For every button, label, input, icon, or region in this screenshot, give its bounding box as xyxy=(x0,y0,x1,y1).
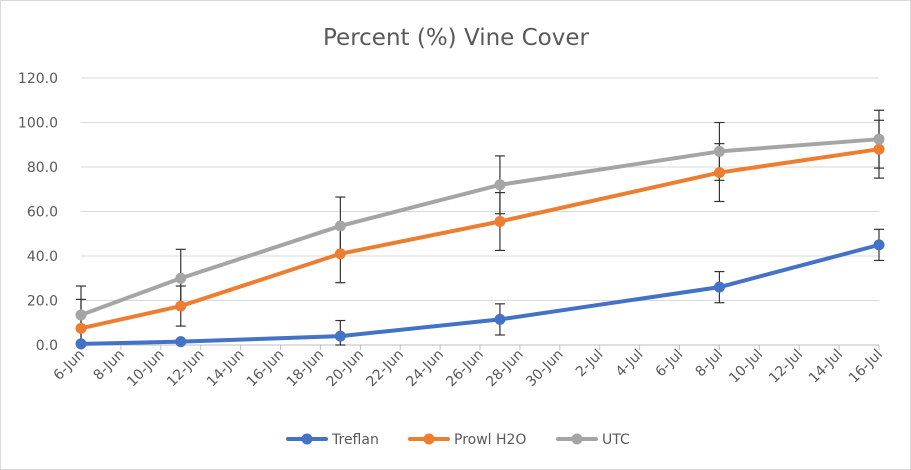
x-tick-label: 12-Jul xyxy=(766,347,806,387)
x-tick-label: 14-Jun xyxy=(204,347,248,391)
x-tick-label: 22-Jun xyxy=(364,347,408,391)
data-point-prowl-h2o xyxy=(713,167,725,179)
series-line-prowl-h2o xyxy=(79,147,881,331)
y-tick-label: 80.0 xyxy=(27,160,58,176)
x-tick-label: 2-Jul xyxy=(573,347,607,381)
y-tick-label: 40.0 xyxy=(27,249,58,265)
data-point-treflan xyxy=(334,330,346,342)
data-point-prowl-h2o xyxy=(334,248,346,260)
legend-label-utc: UTC xyxy=(602,432,630,448)
data-point-utc xyxy=(494,179,506,191)
legend-marker-treflan xyxy=(301,433,313,445)
data-point-utc xyxy=(713,145,725,157)
chart-title: Percent (%) Vine Cover xyxy=(323,25,590,51)
data-point-prowl-h2o xyxy=(175,300,187,312)
data-point-utc xyxy=(75,309,87,321)
legend-label-treflan: Treflan xyxy=(331,432,379,448)
data-point-treflan xyxy=(873,239,885,251)
data-point-prowl-h2o xyxy=(873,143,885,155)
y-tick-label: 60.0 xyxy=(27,205,58,221)
x-tick-label: 6-Jul xyxy=(653,347,687,381)
x-tick-label: 10-Jul xyxy=(726,347,766,387)
data-point-treflan xyxy=(494,313,506,325)
x-tick-label: 24-Jun xyxy=(403,347,447,391)
x-tick-label: 4-Jul xyxy=(613,347,647,381)
legend-marker-utc xyxy=(571,433,583,445)
data-point-prowl-h2o xyxy=(75,322,87,334)
data-point-prowl-h2o xyxy=(494,216,506,228)
y-tick-label: 120.0 xyxy=(18,71,58,87)
data-point-utc xyxy=(334,220,346,232)
x-tick-label: 12-Jun xyxy=(164,347,208,391)
data-point-treflan xyxy=(175,336,187,348)
series-lines xyxy=(75,133,885,350)
x-tick-label: 10-Jun xyxy=(124,347,168,391)
x-tick-label: 20-Jun xyxy=(324,347,368,391)
legend-marker-prowl-h2o xyxy=(423,433,435,445)
series-line-treflan xyxy=(79,242,881,346)
gridlines xyxy=(81,77,879,301)
x-tick-label: 14-Jul xyxy=(806,347,846,387)
y-tick-label: 100.0 xyxy=(18,116,58,132)
x-tick-label: 8-Jul xyxy=(693,347,727,381)
data-point-treflan xyxy=(75,338,87,350)
x-tick-label: 16-Jun xyxy=(244,347,288,391)
data-point-utc xyxy=(175,272,187,284)
x-tick-label: 18-Jun xyxy=(284,347,328,391)
series-line-utc xyxy=(79,137,881,317)
legend-label-prowl-h2o: Prowl H2O xyxy=(454,432,526,448)
x-tick-label: 30-Jun xyxy=(523,347,567,391)
data-point-utc xyxy=(873,133,885,145)
x-tick-label: 26-Jun xyxy=(443,347,487,391)
x-tick-label: 8-Jun xyxy=(91,347,128,384)
x-tick-label: 28-Jun xyxy=(483,347,527,391)
error-bars xyxy=(76,109,884,346)
y-tick-label: 0.0 xyxy=(36,338,58,354)
legend: Treflan Prowl H2O UTC xyxy=(286,432,630,448)
y-tick-label: 20.0 xyxy=(27,294,58,310)
data-point-treflan xyxy=(713,281,725,293)
x-tick-label: 16-Jul xyxy=(846,347,886,387)
